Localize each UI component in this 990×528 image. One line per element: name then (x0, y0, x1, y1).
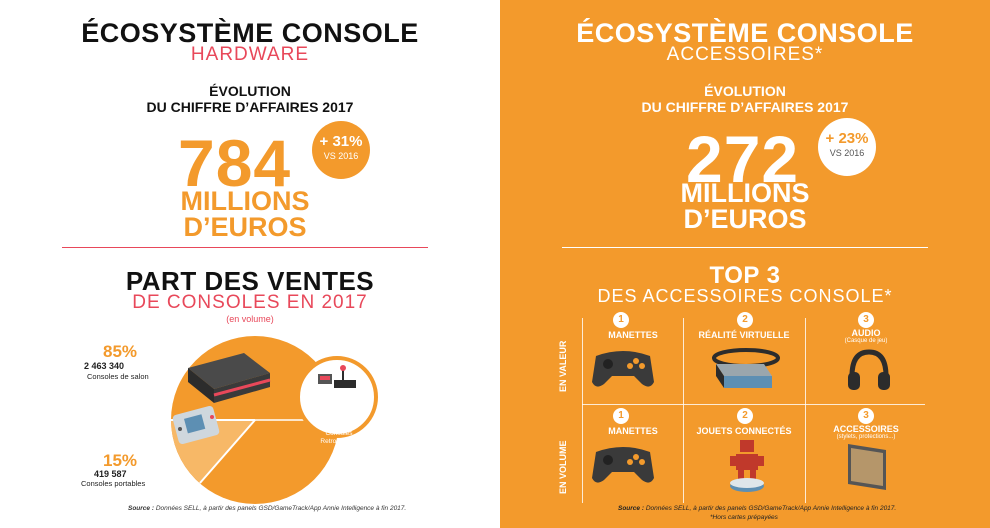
accessories-evolution-line2: DU CHIFFRE D’AFFAIRES 2017 (641, 99, 849, 115)
grid-vline-2 (805, 318, 806, 503)
volume-label-3: ACCESSOIRES (833, 424, 899, 434)
hardware-separator (62, 247, 428, 248)
valeur-rank-1: 1 (613, 312, 629, 328)
top-title: TOP 3 (709, 262, 781, 289)
valeur-label-3: AUDIO (851, 328, 881, 338)
row-label-volume: EN VOLUME (558, 440, 568, 494)
part-note: (en volume) (226, 314, 274, 324)
hardware-source: Source : Données SELL, à partir des pane… (128, 505, 406, 512)
hardware-unit-line1: MILLIONS (180, 186, 310, 216)
console-share-pie (171, 336, 339, 504)
accessories-panel: ÉCOSYSTÈME CONSOLE ACCESSOIRES* ÉVOLUTIO… (500, 0, 990, 528)
volume-sub-3: (stylets, protections...) (836, 434, 896, 440)
hardware-evolution-line1: ÉVOLUTION (209, 83, 291, 99)
vr-headset-icon (712, 348, 780, 388)
accessories-source-bold: Source : (618, 505, 645, 512)
valeur-label-2: RÉALITÉ VIRTUELLE (698, 330, 790, 340)
salon-pct: 85% (103, 342, 138, 361)
hardware-title: ÉCOSYSTÈME CONSOLE (81, 18, 419, 48)
accessories-source-text: Données SELL, à partir des panels GSD/Ga… (644, 505, 897, 512)
salon-count: 2 463 340 (84, 361, 125, 371)
retrogaming-icon (318, 365, 356, 388)
screen-protector-icon (848, 444, 886, 490)
gamepad-icon (592, 447, 654, 483)
valeur-rank-2: 2 (737, 312, 753, 328)
grid-hline (582, 404, 925, 405)
accessories-amount: 272 (686, 122, 800, 196)
accessories-unit-line2: D’EUROS (683, 204, 807, 234)
hardware-growth-pct: + 31% (319, 133, 363, 150)
salon-label: Consoles de salon (87, 372, 149, 381)
row-label-valeur: EN VALEUR (558, 340, 568, 392)
gamepad-icon (592, 351, 654, 387)
accessories-footnote: *Hors cartes prépayées (710, 514, 778, 521)
headphones-icon (848, 349, 890, 390)
retro-dont: dont (332, 392, 346, 399)
accessories-growth-badge: + 23% VS 2016 (818, 118, 876, 176)
retro-count: 256 371 (324, 420, 354, 429)
home-console-icon (188, 353, 271, 403)
grid-vline-left (582, 318, 583, 503)
volume-label-2: JOUETS CONNECTÉS (696, 426, 792, 436)
hardware-source-bold: Source : (128, 505, 155, 512)
hardware-amount: 784 (178, 126, 292, 200)
hardware-source-text: Données SELL, à partir des panels GSD/Ga… (154, 505, 407, 512)
top-subtitle: DES ACCESSOIRES CONSOLE* (597, 286, 893, 306)
accessories-unit-line1: MILLIONS (680, 178, 810, 208)
retro-pct: 9% (328, 402, 350, 419)
accessories-growth-pct: + 23% (825, 130, 869, 147)
accessories-evolution-line1: ÉVOLUTION (704, 83, 786, 99)
retro-label2: Retrogaming (320, 438, 358, 445)
portable-label: Consoles portables (81, 479, 146, 488)
valeur-rank-3: 3 (858, 312, 874, 328)
accessories-separator (562, 247, 928, 248)
hardware-panel: ÉCOSYSTÈME CONSOLE HARDWARE ÉVOLUTION DU… (62, 18, 428, 512)
handheld-console-icon (172, 405, 220, 445)
hardware-unit-line2: D’EUROS (183, 212, 307, 242)
volume-rank-2: 2 (737, 408, 753, 424)
accessories-growth-vs: VS 2016 (829, 148, 865, 158)
part-title: PART DES VENTES (125, 266, 375, 296)
accessories-title: ÉCOSYSTÈME CONSOLE (576, 18, 914, 48)
portable-pct: 15% (103, 451, 138, 470)
hardware-growth-vs: VS 2016 (323, 151, 359, 161)
grid-vline-1 (683, 318, 684, 503)
robot-toy-icon (730, 440, 764, 492)
hardware-growth-badge: + 31% VS 2016 (312, 121, 370, 179)
accessories-subtitle: ACCESSOIRES* (666, 44, 824, 65)
retro-circle (296, 356, 378, 438)
hardware-evolution-line2: DU CHIFFRE D’AFFAIRES 2017 (146, 99, 354, 115)
volume-rank-1: 1 (613, 408, 629, 424)
valeur-sub-3: (Casque de jeu) (844, 338, 888, 344)
hardware-subtitle: HARDWARE (190, 44, 310, 65)
accessories-source: Source : Données SELL, à partir des pane… (618, 505, 896, 512)
volume-label-1: MANETTES (608, 426, 658, 436)
part-subtitle: DE CONSOLES EN 2017 (132, 292, 368, 313)
portable-count: 419 587 (94, 469, 127, 479)
retro-label1: Consoles (325, 430, 353, 437)
valeur-label-1: MANETTES (608, 330, 658, 340)
volume-rank-3: 3 (858, 408, 874, 424)
